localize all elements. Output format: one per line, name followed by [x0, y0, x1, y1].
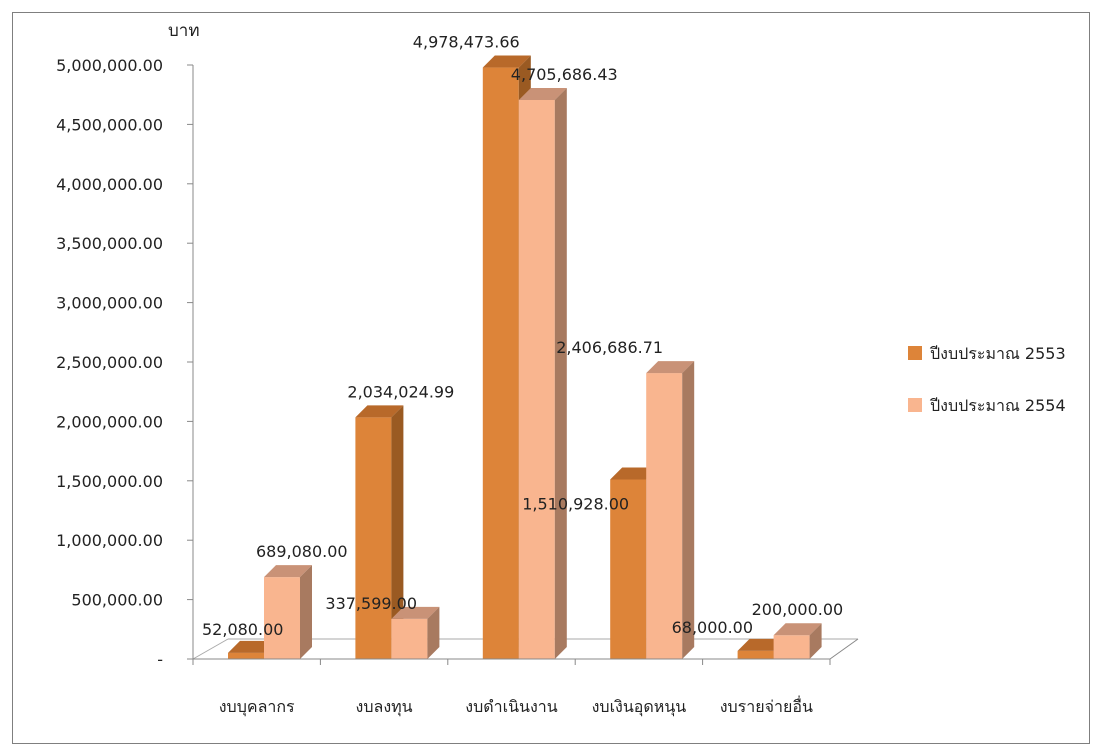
bar-front-2-2 — [391, 618, 428, 659]
y-tick-label: 5,000,000.00 — [56, 56, 163, 75]
bar-front-1-2 — [355, 417, 392, 659]
x-axis: งบบุคลากร งบลงทุน งบดำเนินงาน งบเงินอุดหนุน… — [192, 658, 831, 717]
y-tick-label: 4,000,000.00 — [56, 175, 163, 194]
legend: ปีงบประมาณ 2553 ปีงบประมาณ 2554 — [908, 344, 1066, 415]
legend-swatch-2 — [908, 398, 922, 412]
bar-top-1-3 — [482, 55, 531, 68]
y-tick-label: - — [157, 650, 163, 669]
bar-front-1-1 — [228, 652, 264, 659]
category-label-1: งบบุคลากร — [219, 697, 295, 717]
category-label-5: งบรายจ่ายอื่น — [720, 695, 813, 716]
data-label-2-2: 337,599.00 — [325, 594, 417, 613]
data-label-2-4: 2,406,686.71 — [556, 338, 663, 357]
floor-left-edge — [192, 638, 229, 660]
bar-top-2-2 — [391, 606, 440, 619]
bar-top-1-2 — [355, 405, 404, 418]
bar-front-1-3 — [482, 67, 519, 660]
data-label-1-2: 2,034,024.99 — [347, 382, 454, 401]
legend-swatch-1 — [908, 346, 922, 360]
bar-side-2-2 — [427, 606, 440, 659]
bar-side-2-4 — [682, 361, 695, 659]
data-label-1-3: 4,978,473.66 — [413, 33, 520, 52]
bar-side-2-1 — [300, 565, 312, 659]
bar-front-2-1 — [264, 577, 300, 659]
bar-top-2-5 — [773, 623, 822, 636]
bars — [228, 55, 822, 660]
y-tick-label: 2,500,000.00 — [56, 353, 163, 372]
data-label-2-3: 4,705,686.43 — [511, 65, 618, 84]
bar-front-2-3 — [518, 99, 555, 659]
y-tick-label: 3,000,000.00 — [56, 294, 163, 313]
floor-right-edge — [829, 638, 859, 660]
y-axis-title: บาท — [168, 21, 200, 41]
bar-top-2-3 — [518, 87, 567, 100]
data-label-1-5: 68,000.00 — [672, 618, 753, 637]
data-label-2-5: 200,000.00 — [752, 600, 844, 619]
data-label-2-1: 689,080.00 — [256, 542, 348, 561]
bar-side-1-2 — [391, 405, 404, 659]
legend-label-2: ปีงบประมาณ 2554 — [930, 396, 1066, 415]
data-label-1-1: 52,080.00 — [202, 620, 283, 639]
bar-front-2-5 — [773, 635, 810, 659]
bar-front-2-4 — [646, 373, 683, 659]
bar-top-2-1 — [264, 565, 312, 578]
bar-front-1-4 — [610, 479, 647, 659]
y-tick-label: 4,500,000.00 — [56, 115, 163, 134]
bar-side-2-3 — [554, 87, 567, 659]
y-axis: - 500,000.00 1,000,000.00 1,500,000.00 2,000… — [56, 56, 194, 669]
y-tick-label: 2,000,000.00 — [56, 412, 163, 431]
data-label-1-4: 1,510,928.00 — [522, 495, 629, 514]
category-label-2: งบลงทุน — [356, 697, 413, 717]
y-tick-label: 500,000.00 — [71, 591, 163, 610]
legend-label-1: ปีงบประมาณ 2553 — [930, 344, 1066, 363]
bar-side-2-5 — [809, 623, 822, 659]
bar-top-2-4 — [646, 361, 695, 374]
data-labels: 52,080.00 689,080.00 2,034,024.99 337,599.0… — [202, 33, 843, 639]
category-label-3: งบดำเนินงาน — [465, 697, 557, 716]
y-tick-label: 1,000,000.00 — [56, 531, 163, 550]
y-tick-label: 3,500,000.00 — [56, 234, 163, 253]
bar-front-1-5 — [737, 650, 774, 659]
y-tick-label: 1,500,000.00 — [56, 472, 163, 491]
category-label-4: งบเงินอุดหนุน — [592, 697, 687, 717]
